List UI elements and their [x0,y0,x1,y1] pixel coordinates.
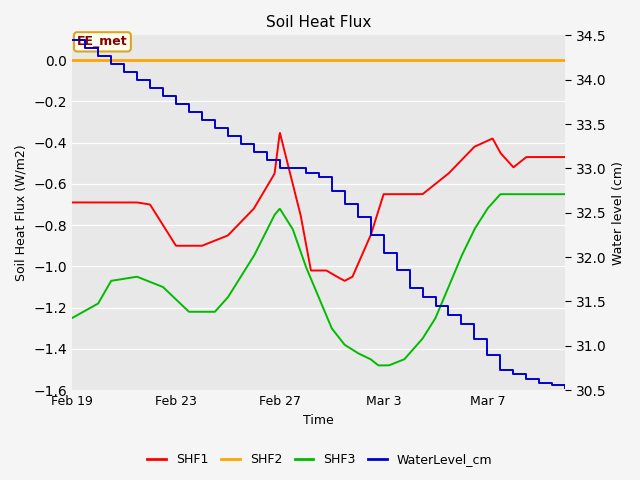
SHF2 [407,57,415,63]
SHF1 [118,200,126,205]
WaterLevel_cm [120,69,128,75]
WaterLevel_cm [146,85,154,91]
WaterLevel_cm [250,149,258,155]
WaterLevel_cm [497,367,504,373]
SHF2 [268,57,275,63]
SHF3 [497,192,504,197]
Line: SHF1: SHF1 [72,133,565,281]
SHF1 [268,176,275,181]
SHF3 [561,192,569,197]
SHF2 [118,57,126,63]
SHF1 [340,278,348,284]
WaterLevel_cm [263,157,271,163]
SHF3 [268,218,275,224]
WaterLevel_cm [185,109,193,115]
WaterLevel_cm [108,61,115,67]
WaterLevel_cm [276,166,284,171]
WaterLevel_cm [289,166,296,171]
SHF3 [285,221,293,227]
WaterLevel_cm [68,37,76,43]
WaterLevel_cm [522,376,530,382]
WaterLevel_cm [548,383,556,388]
SHF3 [118,276,126,282]
Legend: SHF1, SHF2, SHF3, WaterLevel_cm: SHF1, SHF2, SHF3, WaterLevel_cm [142,448,498,471]
WaterLevel_cm [224,133,232,139]
SHF1 [408,192,415,197]
SHF3 [375,362,383,368]
WaterLevel_cm [509,372,517,377]
WaterLevel_cm [302,170,310,176]
Y-axis label: Soil Heat Flux (W/m2): Soil Heat Flux (W/m2) [15,144,28,281]
WaterLevel_cm [94,53,102,59]
WaterLevel_cm [470,336,478,342]
WaterLevel_cm [406,285,413,291]
SHF3 [453,264,461,269]
WaterLevel_cm [354,214,362,220]
WaterLevel_cm [536,380,543,386]
WaterLevel_cm [341,201,349,207]
Line: SHF3: SHF3 [72,194,565,365]
SHF1 [454,161,461,167]
SHF1 [561,154,569,160]
WaterLevel_cm [380,250,387,255]
SHF1 [276,130,284,136]
WaterLevel_cm [133,77,141,83]
WaterLevel_cm [458,321,465,326]
WaterLevel_cm [198,117,206,123]
SHF1 [463,152,470,158]
WaterLevel_cm [211,125,219,131]
SHF2 [68,57,76,63]
WaterLevel_cm [431,303,439,309]
WaterLevel_cm [172,101,180,107]
Title: Soil Heat Flux: Soil Heat Flux [266,15,371,30]
SHF1 [68,200,76,205]
WaterLevel_cm [237,142,244,147]
Line: WaterLevel_cm: WaterLevel_cm [72,40,565,387]
SHF3 [408,348,415,354]
WaterLevel_cm [445,312,452,318]
X-axis label: Time: Time [303,414,334,427]
WaterLevel_cm [315,174,323,180]
SHF2 [285,57,293,63]
WaterLevel_cm [393,267,401,273]
Y-axis label: Water level (cm): Water level (cm) [612,161,625,264]
Text: EE_met: EE_met [77,36,128,48]
WaterLevel_cm [561,384,569,390]
SHF2 [461,57,469,63]
WaterLevel_cm [419,294,426,300]
WaterLevel_cm [367,232,374,238]
WaterLevel_cm [81,45,89,51]
WaterLevel_cm [328,188,335,193]
SHF3 [68,315,76,321]
SHF1 [286,169,294,175]
SHF2 [561,57,569,63]
WaterLevel_cm [484,352,492,358]
SHF3 [462,244,470,250]
WaterLevel_cm [159,93,167,99]
SHF2 [453,57,461,63]
